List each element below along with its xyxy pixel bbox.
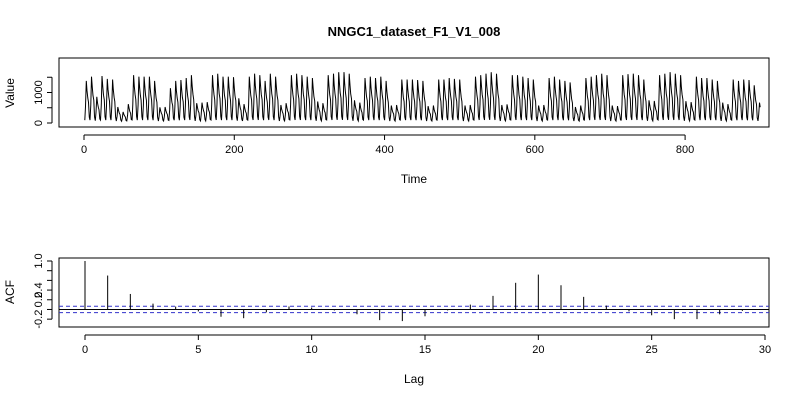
time-x-tick-label: 0 xyxy=(81,144,87,156)
time-x-axis: 0 200 400 600 800 xyxy=(81,134,694,156)
time-series-line-group xyxy=(84,72,761,123)
acf-y-tick-label: -0.2 xyxy=(33,310,45,329)
time-x-axis-label: Time xyxy=(401,172,428,186)
chart-title: NNGC1_dataset_F1_V1_008 xyxy=(328,24,501,39)
time-series-panel: NNGC1_dataset_F1_V1_008 0 200 400 600 800 0 1… xyxy=(3,24,770,186)
lag-x-tick-label: 20 xyxy=(532,344,544,356)
value-y-tick-label: 0 xyxy=(33,120,45,126)
acf-y-tick-label: 1.0 xyxy=(33,253,45,268)
acf-y-tick-label: 0.2 xyxy=(33,292,45,307)
value-y-axis-label: Value xyxy=(3,78,17,108)
acf-spike-group xyxy=(84,261,743,322)
lag-x-tick-label: 0 xyxy=(82,344,88,356)
time-series-line xyxy=(84,72,761,123)
value-y-axis: 0 1000 xyxy=(33,76,53,126)
lag-x-axis-label: Lag xyxy=(404,372,424,386)
lag-x-tick-label: 30 xyxy=(759,344,771,356)
acf-y-axis: -0.2 0.20.4 1.0 xyxy=(33,253,53,329)
lag-x-tick-label: 15 xyxy=(419,344,431,356)
time-x-tick-label: 400 xyxy=(375,144,393,156)
time-x-tick-label: 800 xyxy=(676,144,694,156)
lag-x-tick-label: 5 xyxy=(195,344,201,356)
time-x-tick-label: 600 xyxy=(526,144,544,156)
lag-x-axis: 0 5 10 15 20 25 30 xyxy=(82,334,771,356)
time-series-plot-box xyxy=(58,57,770,128)
value-y-tick-label: 1000 xyxy=(33,80,45,104)
lag-x-tick-label: 25 xyxy=(646,344,658,356)
time-x-tick-label: 200 xyxy=(225,144,243,156)
acf-plot-box xyxy=(58,257,770,328)
lag-x-tick-label: 10 xyxy=(306,344,318,356)
acf-y-axis-label: ACF xyxy=(3,280,17,304)
acf-y-tick-label: 0.4 xyxy=(33,282,45,297)
acf-panel: 0 5 10 15 20 25 30 -0.2 0.20.4 1.0 Lag ACF xyxy=(3,253,771,386)
acf-confidence-band-group xyxy=(59,305,769,314)
